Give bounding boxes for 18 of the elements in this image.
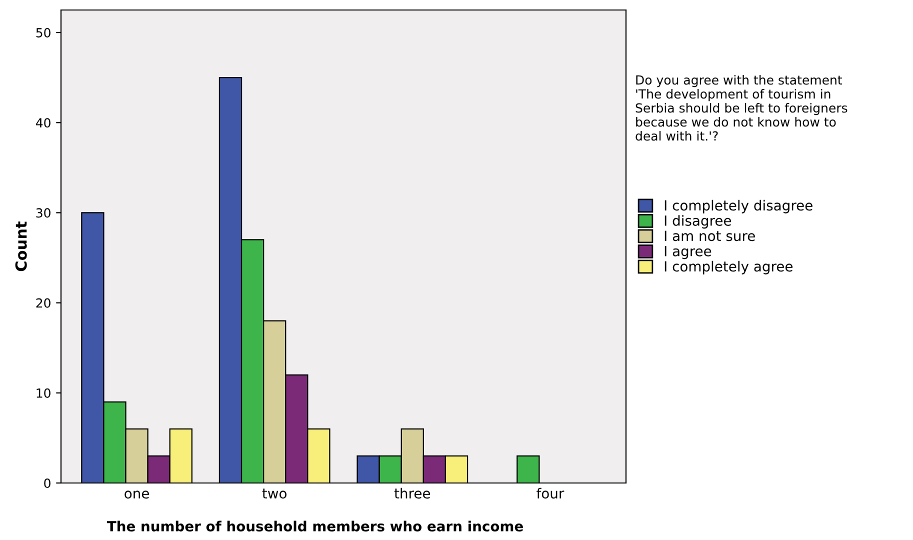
y-axis-title: Count — [15, 221, 27, 272]
x-tick-label: three — [394, 488, 430, 499]
legend-title: Do you agree with the statement 'The development of tourism in Serbia should be left to foreigners because we do not know how to deal with it.'? — [636, 75, 848, 141]
y-tick-label: 10 — [36, 388, 50, 398]
y-tick-label: 30 — [36, 208, 50, 218]
legend-label: I disagree — [664, 215, 732, 229]
x-tick-label: two — [262, 488, 286, 499]
y-tick-label: 20 — [36, 298, 50, 308]
x-axis-title: The number of household members who earn income — [106, 520, 523, 532]
legend-label: I agree — [664, 246, 712, 260]
y-tick-label: 40 — [36, 118, 50, 128]
x-tick-label: one — [124, 490, 149, 499]
legend-label: I completely agree — [664, 260, 792, 274]
legend-label: I completely disagree — [664, 200, 812, 214]
y-tick-label: 0 — [44, 478, 50, 488]
x-tick-label: four — [536, 488, 564, 499]
legend-label: I am not sure — [664, 230, 755, 242]
y-tick-label: 50 — [36, 28, 50, 38]
